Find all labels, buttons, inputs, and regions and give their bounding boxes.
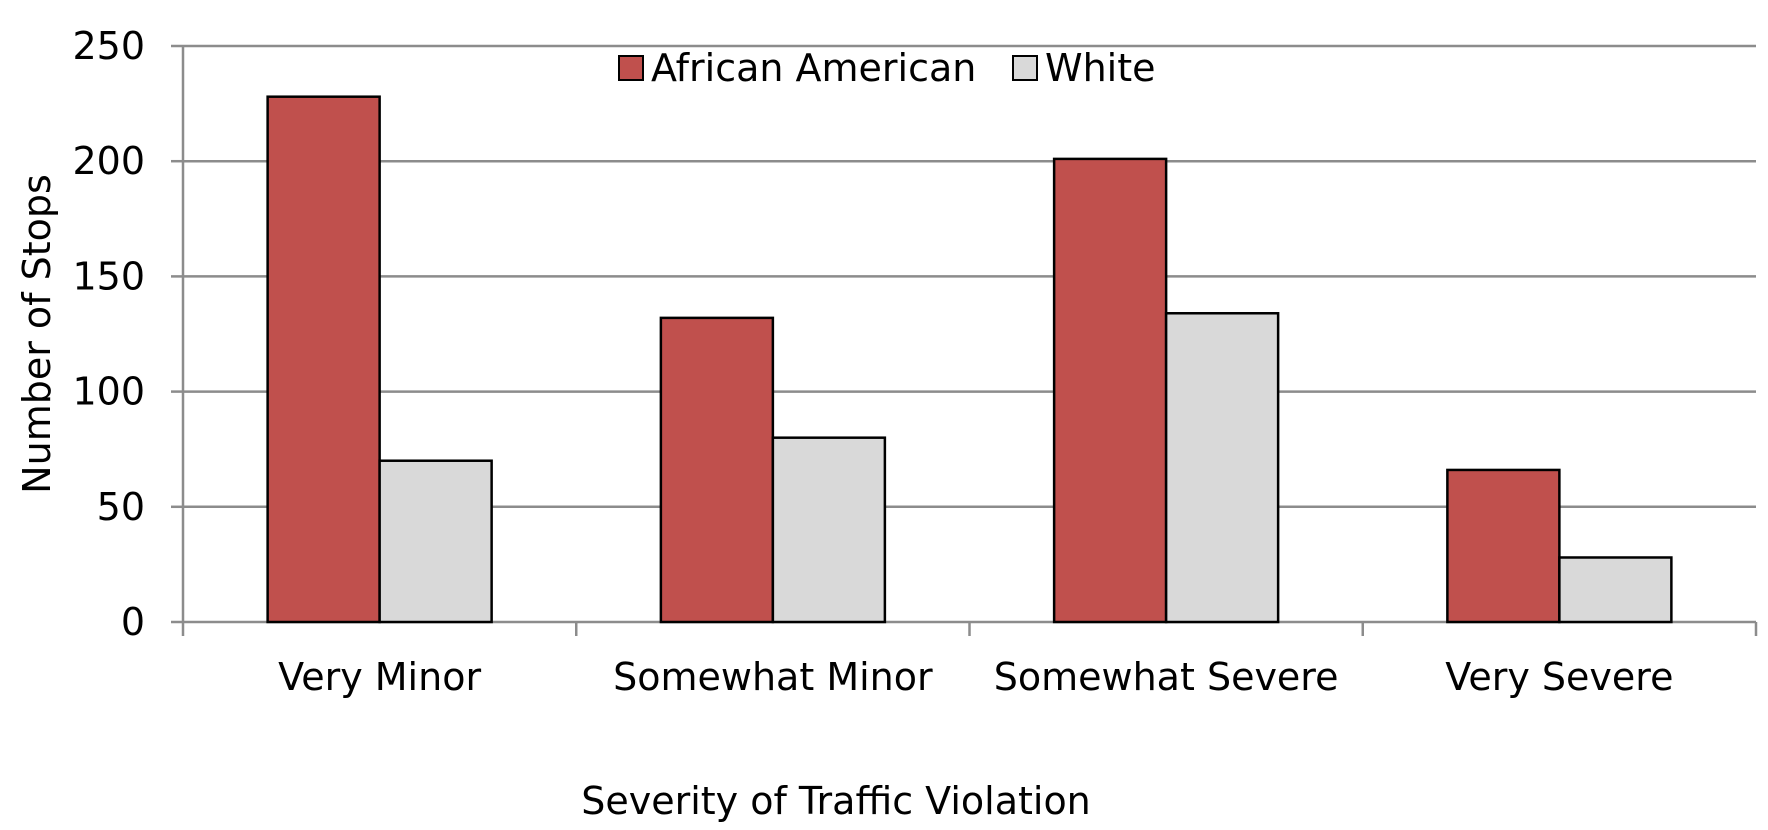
y-tick-label-150: 150 (72, 254, 145, 298)
y-tick-label-0: 0 (121, 600, 145, 644)
y-axis-title: Number of Stops (15, 174, 59, 494)
y-tick-label-200: 200 (72, 139, 145, 183)
bar-white-0 (378, 459, 493, 624)
category-labels: Very Minor Somewhat Minor Somewhat Severe V… (278, 655, 1673, 699)
legend-swatch-african-american (618, 55, 644, 81)
gridlines (183, 44, 1756, 509)
bar-african-american-0 (266, 95, 381, 624)
legend: African American White (618, 46, 1156, 90)
legend-label-african-american: African American (651, 46, 976, 90)
y-tick-label-250: 250 (72, 24, 145, 68)
bar-african-american-1 (659, 316, 775, 624)
x-category-label-2: Somewhat Severe (994, 655, 1339, 699)
y-tick-label-50: 50 (97, 485, 145, 529)
bar-african-american-2 (1052, 157, 1168, 624)
bar-white-2 (1164, 312, 1280, 624)
bar-white-3 (1558, 556, 1673, 624)
legend-label-white: White (1045, 46, 1156, 90)
x-category-label-0: Very Minor (278, 655, 481, 699)
y-tick-labels: 0 50 100 150 200 250 (72, 24, 145, 644)
legend-swatch-white (1012, 55, 1038, 81)
x-category-label-1: Somewhat Minor (613, 655, 933, 699)
bars (266, 95, 1673, 624)
bar-african-american-3 (1446, 468, 1561, 624)
bar-white-1 (771, 436, 887, 624)
x-category-label-3: Very Severe (1445, 655, 1673, 699)
y-tick-label-100: 100 (72, 370, 145, 414)
x-axis-title: Severity of Traffic Violation (581, 779, 1091, 823)
